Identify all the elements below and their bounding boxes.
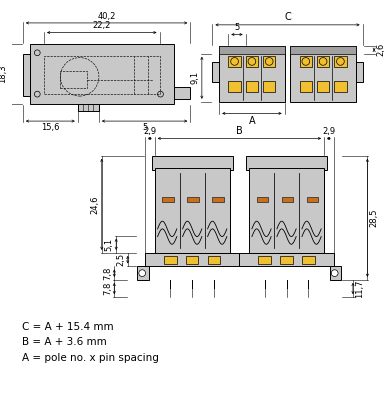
Bar [229, 56, 241, 67]
Text: 5: 5 [142, 124, 147, 132]
Bar [356, 62, 362, 82]
Bar [219, 46, 284, 54]
Text: 15,6: 15,6 [41, 124, 59, 132]
Bar [258, 256, 271, 264]
Bar [282, 197, 293, 202]
Bar [60, 71, 87, 88]
Text: A = pole no. x pin spacing: A = pole no. x pin spacing [22, 353, 159, 363]
Circle shape [265, 58, 273, 65]
Bar [229, 81, 241, 92]
Bar [78, 104, 99, 112]
Bar [212, 197, 224, 202]
Text: 24,6: 24,6 [90, 195, 99, 214]
Circle shape [139, 270, 146, 276]
Text: 2,9: 2,9 [322, 127, 335, 136]
Text: 40,2: 40,2 [97, 12, 116, 20]
Text: 2,9: 2,9 [143, 127, 156, 136]
Bar [245, 56, 258, 67]
Bar [317, 56, 329, 67]
Text: 7,8: 7,8 [103, 282, 112, 295]
Bar [30, 44, 174, 104]
Bar [263, 81, 276, 92]
Text: C = A + 15.4 mm: C = A + 15.4 mm [22, 322, 113, 332]
Bar [290, 46, 356, 102]
Bar [219, 46, 284, 102]
Text: C: C [284, 12, 291, 22]
Text: B: B [236, 126, 243, 136]
Text: 5: 5 [234, 23, 240, 32]
Bar [188, 197, 199, 202]
Bar [307, 197, 318, 202]
Text: A: A [249, 116, 255, 126]
Bar [44, 56, 159, 94]
Bar [137, 266, 149, 280]
Bar [212, 62, 219, 82]
Circle shape [231, 58, 239, 65]
Bar [245, 81, 258, 92]
Bar [246, 156, 327, 170]
Text: 11,7: 11,7 [356, 279, 364, 298]
Circle shape [302, 58, 310, 65]
Text: B = A + 3.6 mm: B = A + 3.6 mm [22, 338, 107, 348]
Bar [23, 54, 30, 96]
Text: 2,5: 2,5 [116, 253, 125, 266]
Bar [186, 256, 198, 264]
Text: 28,5: 28,5 [370, 208, 379, 227]
Bar [300, 56, 312, 67]
Text: 7,8: 7,8 [103, 266, 112, 280]
Bar [302, 256, 315, 264]
Bar [145, 253, 239, 266]
Text: 5,1: 5,1 [105, 238, 114, 251]
Bar [208, 256, 220, 264]
Circle shape [337, 58, 344, 65]
Text: 9,1: 9,1 [190, 71, 200, 84]
Bar [330, 266, 341, 280]
Circle shape [248, 58, 256, 65]
Bar [280, 256, 293, 264]
Bar [263, 56, 276, 67]
Bar [334, 56, 347, 67]
Circle shape [319, 58, 327, 65]
Bar [163, 197, 174, 202]
Bar [257, 197, 268, 202]
Bar [290, 46, 356, 54]
Text: 18,3: 18,3 [0, 65, 7, 83]
Bar [317, 81, 329, 92]
Bar [164, 256, 176, 264]
Bar [300, 81, 312, 92]
Text: 22,2: 22,2 [93, 21, 111, 30]
Bar [334, 81, 347, 92]
Bar [174, 88, 190, 99]
Bar [155, 168, 230, 253]
Bar [239, 253, 334, 266]
Bar [249, 168, 324, 253]
Bar [152, 156, 233, 170]
Text: 2,6: 2,6 [376, 43, 386, 56]
Circle shape [331, 270, 338, 276]
